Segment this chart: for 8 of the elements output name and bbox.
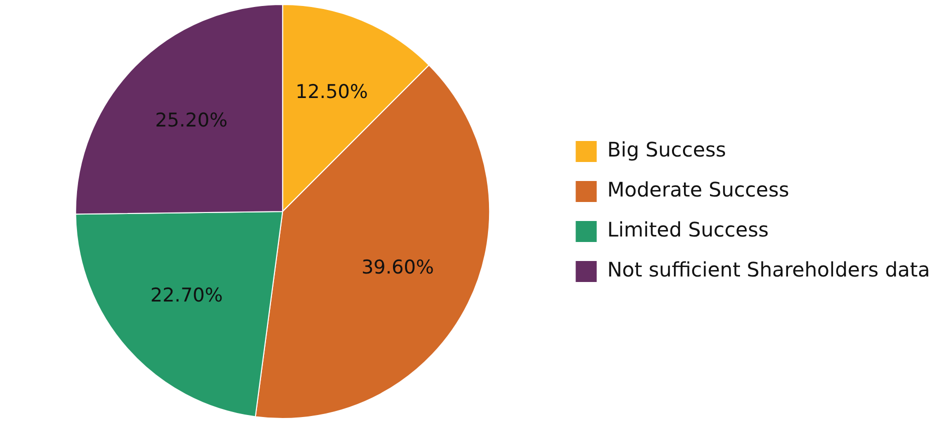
legend-label: Moderate Success (607, 178, 790, 202)
data-label: 12.50% (295, 80, 368, 103)
data-label: 25.20% (155, 109, 228, 132)
legend-label: Big Success (607, 138, 726, 162)
legend-label: Not sufficient Shareholders data (607, 258, 930, 282)
data-label: 39.60% (361, 256, 434, 278)
data-label: 22.70% (150, 284, 223, 307)
legend-label: Limited Success (607, 218, 769, 242)
